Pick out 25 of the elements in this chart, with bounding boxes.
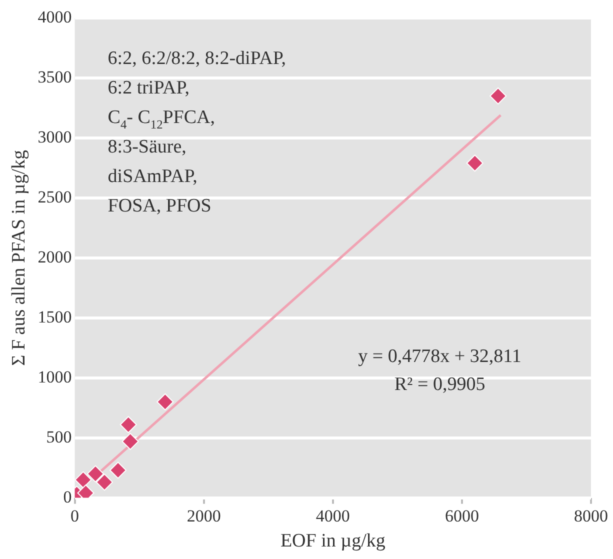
point [74,471,92,488]
point [490,87,507,104]
point [156,393,174,410]
y-tick-label: 0 [63,487,72,506]
x-tick-label: 8000 [574,506,608,526]
point [120,416,137,434]
y-tick-label: 1500 [38,307,72,326]
x-tick-label: 4000 [316,506,350,526]
y-axis-title: Σ F aus allen PFAS in µg/kg [8,149,30,366]
point [110,462,127,479]
y-tick-label: 2500 [38,187,72,206]
x-tick-label: 6000 [444,506,479,526]
y-tick-label: 4000 [38,7,72,26]
point [86,465,104,482]
point [96,474,113,491]
y-tick-label: 1000 [38,367,72,386]
x-tick-label: 2000 [186,506,221,526]
point [122,432,139,450]
x-axis-title: EOF in µg/kg [280,530,386,552]
y-tick-label: 2000 [38,247,72,266]
y-tick-label: 500 [46,427,72,446]
annotation: y = 0,4778x + 32,811 R² = 0,9905 [358,346,522,395]
point [466,154,484,172]
y-tick-label: 3000 [38,127,72,146]
y-tick-label: 3500 [38,67,72,86]
